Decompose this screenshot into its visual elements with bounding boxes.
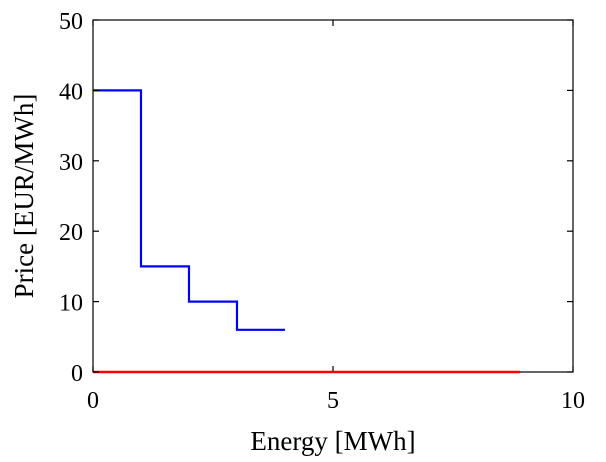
- x-tick-label: 0: [87, 388, 99, 414]
- plot-frame: [92, 19, 574, 373]
- y-tick-label: 30: [59, 150, 83, 176]
- y-tick-label: 40: [59, 79, 83, 105]
- x-tick-label: 5: [327, 388, 339, 414]
- y-axis-label: Price [EUR/MWh]: [9, 94, 39, 299]
- x-tick-label: 10: [561, 388, 585, 414]
- x-axis-label: Energy [MWh]: [250, 426, 415, 456]
- y-tick-label: 20: [59, 220, 83, 246]
- y-tick-label: 0: [71, 361, 83, 387]
- series-layer: [93, 89, 521, 374]
- y-tick-label: 50: [59, 9, 83, 35]
- ticks-layer: 0 5 10 0 10 20 30 40 50: [59, 9, 585, 414]
- y-tick-label: 10: [59, 291, 83, 317]
- blue-step-series: [93, 89, 285, 331]
